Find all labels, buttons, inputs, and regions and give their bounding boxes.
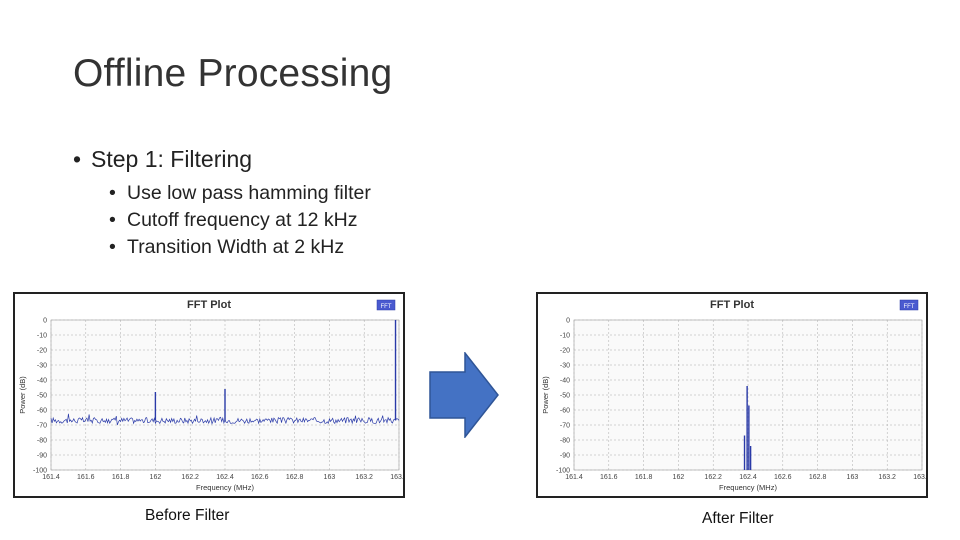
bullet-dot: • [109, 209, 116, 231]
x-tick-label: 161.8 [112, 474, 130, 481]
bullet-text: Step 1: Filtering [91, 146, 253, 172]
y-tick-label: -10 [37, 333, 47, 340]
caption-after-filter: After Filter [702, 510, 774, 527]
slide-title: Offline Processing [73, 52, 393, 95]
x-tick-label: 161.6 [600, 474, 618, 481]
y-tick-label: -90 [560, 453, 570, 460]
x-tick-label: 163 [324, 474, 336, 481]
x-tick-label: 162.6 [251, 474, 269, 481]
fft-plot-after: FFT Plot FFT 161.4 161.6 161.8 162 162.2 162.4 1… [536, 292, 928, 498]
x-tick-label: 162.6 [774, 474, 792, 481]
y-tick-label: -70 [37, 423, 47, 430]
x-tick-label: 161.8 [635, 474, 653, 481]
y-tick-label: -40 [37, 378, 47, 385]
y-tick-label: 0 [566, 318, 570, 325]
x-tick-label: 163.4 [390, 474, 403, 481]
y-tick-label: 0 [43, 318, 47, 325]
x-tick-label: 163.4 [913, 474, 926, 481]
bullet-step-1: • Step 1: Filtering [73, 146, 371, 173]
caption-before-filter: Before Filter [145, 507, 230, 524]
bullet-dot: • [109, 182, 116, 204]
bullet-text: Cutoff frequency at 12 kHz [127, 209, 358, 231]
x-tick-label: 162 [150, 474, 162, 481]
y-tick-label: -30 [37, 363, 47, 370]
right-arrow-icon [429, 350, 499, 440]
x-tick-label: 162.2 [704, 474, 722, 481]
legend-badge-text: FFT [381, 304, 392, 310]
x-tick-label: 162.8 [286, 474, 304, 481]
y-tick-label: -100 [33, 468, 47, 475]
y-tick-label: -100 [556, 468, 570, 475]
y-tick-label: -40 [560, 378, 570, 385]
fft-chart-svg: FFT Plot FFT 161.4 161.6 161.8 162 162.2 162.4 1… [541, 299, 926, 492]
chart-title: FFT Plot [187, 299, 231, 311]
y-tick-label: -80 [37, 438, 47, 445]
y-tick-label: -80 [560, 438, 570, 445]
fft-chart-svg: FFT Plot FFT 161.4 161.6 161.8 162 162.2 162.4 1… [18, 299, 403, 492]
bullet-text: Use low pass hamming filter [127, 182, 371, 204]
x-tick-label: 162.4 [739, 474, 757, 481]
y-tick-label: -10 [560, 333, 570, 340]
y-tick-label: -20 [560, 348, 570, 355]
y-axis-label: Power (dB) [18, 376, 27, 414]
bullet-dot: • [109, 236, 116, 258]
y-tick-label: -60 [37, 408, 47, 415]
bullet-dot: • [73, 146, 82, 172]
y-tick-label: -20 [37, 348, 47, 355]
chart-title: FFT Plot [710, 299, 754, 311]
x-tick-label: 163.2 [355, 474, 373, 481]
x-tick-label: 163 [847, 474, 859, 481]
x-tick-label: 161.4 [565, 474, 583, 481]
fft-plot-before: FFT Plot FFT 161.4 161.6 161.8 162 162.2 162.4 1… [13, 292, 405, 498]
x-tick-label: 161.4 [42, 474, 60, 481]
bullet-transition: • Transition Width at 2 kHz [109, 236, 371, 259]
y-tick-label: -70 [560, 423, 570, 430]
y-tick-label: -50 [37, 393, 47, 400]
bullet-filter-type: • Use low pass hamming filter [109, 182, 371, 205]
x-tick-label: 162.8 [809, 474, 827, 481]
y-tick-label: -30 [560, 363, 570, 370]
x-tick-label: 162.4 [216, 474, 234, 481]
x-tick-label: 161.6 [77, 474, 95, 481]
bullet-cutoff: • Cutoff frequency at 12 kHz [109, 209, 371, 232]
x-axis-label: Frequency (MHz) [196, 483, 254, 492]
x-tick-label: 162.2 [181, 474, 199, 481]
legend-badge [899, 299, 919, 311]
bullet-list: • Step 1: Filtering • Use low pass hammi… [73, 146, 371, 259]
y-tick-label: -90 [37, 453, 47, 460]
legend-badge-text: FFT [904, 304, 915, 310]
y-axis-label: Power (dB) [541, 376, 550, 414]
bullet-text: Transition Width at 2 kHz [127, 236, 345, 258]
x-tick-label: 163.2 [878, 474, 896, 481]
x-axis-label: Frequency (MHz) [719, 483, 777, 492]
x-tick-label: 162 [673, 474, 685, 481]
legend-badge [376, 299, 396, 311]
y-tick-label: -60 [560, 408, 570, 415]
y-tick-label: -50 [560, 393, 570, 400]
